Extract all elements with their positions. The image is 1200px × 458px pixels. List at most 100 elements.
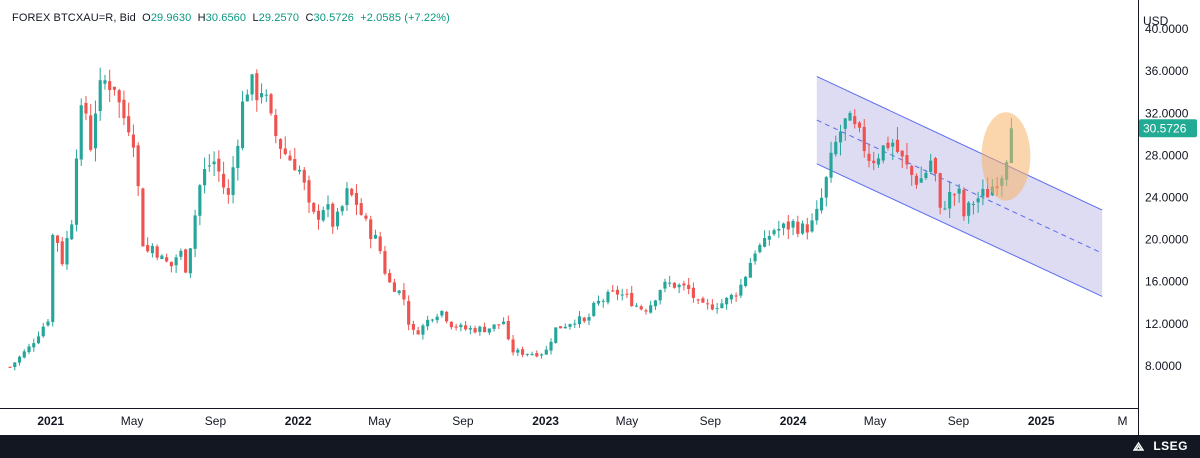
- candle[interactable]: [449, 321, 453, 330]
- candle[interactable]: [948, 180, 952, 219]
- candle[interactable]: [65, 230, 69, 270]
- candle[interactable]: [345, 182, 349, 211]
- candle[interactable]: [639, 304, 643, 311]
- candle[interactable]: [41, 322, 45, 338]
- candle[interactable]: [967, 201, 971, 224]
- candle[interactable]: [962, 187, 966, 221]
- candle[interactable]: [397, 289, 401, 296]
- candle[interactable]: [587, 313, 591, 326]
- candle[interactable]: [22, 349, 26, 359]
- candle[interactable]: [203, 157, 207, 194]
- candle[interactable]: [174, 254, 178, 274]
- candle[interactable]: [117, 88, 121, 118]
- candle[interactable]: [70, 219, 74, 241]
- candle[interactable]: [402, 283, 406, 306]
- candle[interactable]: [331, 202, 335, 234]
- candle[interactable]: [407, 295, 411, 331]
- candle[interactable]: [264, 89, 268, 103]
- candle[interactable]: [672, 282, 676, 289]
- candle[interactable]: [929, 153, 933, 175]
- candle[interactable]: [924, 169, 928, 180]
- candle[interactable]: [615, 285, 620, 301]
- candle[interactable]: [483, 322, 487, 333]
- candle[interactable]: [554, 327, 558, 344]
- candle[interactable]: [919, 166, 923, 183]
- candle[interactable]: [468, 325, 472, 335]
- candle[interactable]: [971, 201, 975, 215]
- candle[interactable]: [198, 183, 202, 226]
- candle[interactable]: [706, 298, 710, 310]
- candle[interactable]: [952, 193, 956, 206]
- candle[interactable]: [454, 323, 458, 331]
- candle[interactable]: [17, 355, 22, 366]
- candle[interactable]: [378, 231, 382, 254]
- candle[interactable]: [630, 285, 634, 307]
- candle[interactable]: [525, 353, 529, 357]
- candle[interactable]: [725, 296, 729, 310]
- candle[interactable]: [46, 318, 50, 327]
- candle[interactable]: [131, 124, 135, 158]
- candle[interactable]: [426, 315, 430, 331]
- candle[interactable]: [32, 338, 36, 352]
- candle[interactable]: [36, 331, 41, 345]
- candle[interactable]: [668, 275, 672, 287]
- candle[interactable]: [596, 295, 601, 306]
- candle[interactable]: [658, 289, 662, 305]
- candle[interactable]: [259, 83, 264, 104]
- candle[interactable]: [535, 350, 539, 358]
- candle[interactable]: [502, 317, 506, 325]
- candle[interactable]: [601, 298, 605, 308]
- candle[interactable]: [957, 183, 961, 203]
- candle[interactable]: [876, 153, 881, 168]
- candle[interactable]: [729, 293, 733, 304]
- candle[interactable]: [430, 318, 434, 323]
- candle[interactable]: [435, 313, 439, 324]
- candle[interactable]: [824, 175, 828, 207]
- candle[interactable]: [497, 324, 501, 330]
- candle[interactable]: [853, 109, 857, 129]
- candle[interactable]: [364, 213, 368, 222]
- candle[interactable]: [492, 324, 496, 332]
- candle[interactable]: [165, 253, 169, 263]
- candle[interactable]: [416, 326, 420, 335]
- candle[interactable]: [815, 200, 819, 225]
- candle[interactable]: [155, 244, 159, 261]
- candle[interactable]: [136, 142, 140, 196]
- candle[interactable]: [592, 301, 596, 317]
- candle[interactable]: [634, 303, 639, 308]
- candle[interactable]: [340, 204, 344, 216]
- candle[interactable]: [293, 147, 297, 171]
- candle[interactable]: [335, 208, 340, 230]
- candle[interactable]: [478, 325, 482, 336]
- candle[interactable]: [611, 284, 615, 293]
- candle[interactable]: [487, 328, 491, 335]
- candle[interactable]: [316, 204, 321, 230]
- candle[interactable]: [938, 172, 942, 215]
- candle[interactable]: [933, 156, 938, 182]
- candle[interactable]: [226, 179, 230, 204]
- candle[interactable]: [383, 245, 387, 276]
- candle[interactable]: [577, 311, 582, 328]
- symbol-label[interactable]: FOREX BTCXAU=R, Bid: [12, 12, 136, 24]
- candles-layer[interactable]: [8, 67, 1013, 371]
- candle[interactable]: [354, 184, 359, 216]
- candle[interactable]: [392, 278, 397, 292]
- candle[interactable]: [473, 325, 477, 334]
- candle[interactable]: [326, 195, 330, 218]
- candle[interactable]: [653, 299, 658, 311]
- candle[interactable]: [307, 175, 311, 214]
- candle[interactable]: [250, 73, 254, 101]
- candle[interactable]: [8, 366, 12, 368]
- candle[interactable]: [212, 151, 216, 177]
- candle[interactable]: [753, 250, 757, 265]
- candle[interactable]: [146, 237, 150, 253]
- candle[interactable]: [445, 310, 449, 324]
- candle[interactable]: [89, 104, 93, 152]
- candle[interactable]: [582, 316, 586, 324]
- candle[interactable]: [188, 248, 192, 279]
- candle[interactable]: [269, 92, 273, 116]
- candle[interactable]: [620, 288, 624, 301]
- candle[interactable]: [644, 308, 648, 315]
- candle[interactable]: [606, 289, 610, 305]
